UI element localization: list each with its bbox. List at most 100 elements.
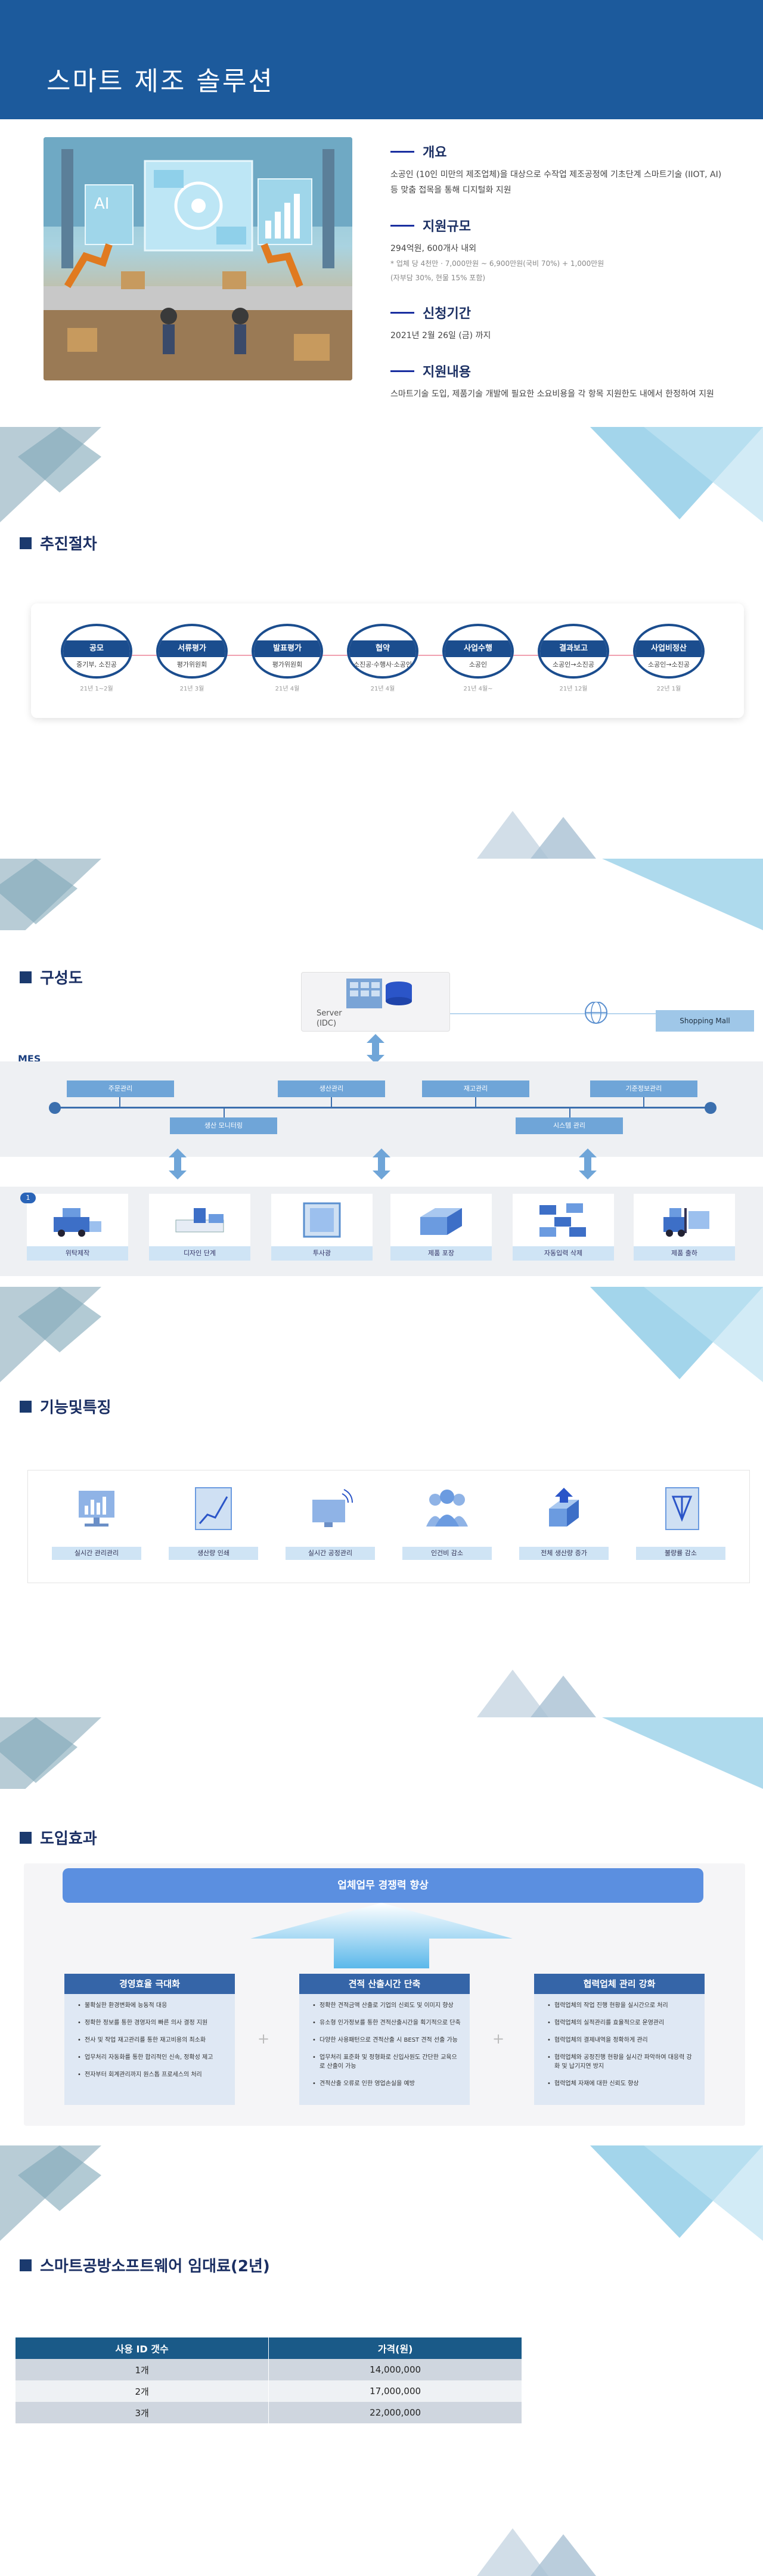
section-square-icon xyxy=(20,2259,32,2271)
scale-note-2: (자부담 30%, 현물 15% 포함) xyxy=(390,274,486,282)
section-square-icon xyxy=(20,1400,32,1413)
module-system: 시스템 관리 xyxy=(516,1117,623,1134)
decoration-triangles xyxy=(0,1287,763,1382)
section-square-icon xyxy=(20,971,32,983)
process-step-5: 사업수행 소공인 21년 4월~ xyxy=(442,624,514,692)
table-row: 1개 14,000,000 xyxy=(15,2359,522,2380)
shopping-mall-box: Shopping Mall xyxy=(656,1010,754,1032)
architecture-diagram: Server (IDC) Shopping Mall MES 주문관리 생산관리… xyxy=(0,972,763,1282)
decoration-triangles xyxy=(0,427,763,522)
effects-title: 도입효과 xyxy=(20,1826,97,1849)
bus-end-dot xyxy=(49,1102,61,1114)
forklift-icon xyxy=(663,1208,709,1237)
device-6: 제품 출하 xyxy=(634,1194,735,1261)
network-devices-icon xyxy=(539,1203,586,1237)
overview-block: 개요 소공인 (10인 미만의 제조업체)을 대상으로 수작업 제조공정에 기초… xyxy=(390,142,724,198)
effects-top-banner: 업체업무 경쟁력 향상 xyxy=(63,1868,703,1903)
overview-text: 소공인 (10인 미만의 제조업체)을 대상으로 수작업 제조공정에 기초단계 … xyxy=(390,170,722,195)
bus-end-dot xyxy=(705,1102,717,1114)
server-icon xyxy=(346,979,412,1008)
features-title: 기능및특징 xyxy=(20,1395,111,1417)
hero-header: 스마트 제조 솔루션 xyxy=(0,0,763,119)
feature-item: 생산량 인쇄 xyxy=(169,1485,258,1560)
module-monitoring: 생산 모니터링 xyxy=(170,1117,277,1134)
process-title: 추진절차 xyxy=(20,532,97,554)
feature-item: 실시간 공정관리 xyxy=(286,1485,375,1560)
content-block: 지원내용 스마트기술 도입, 제품기술 개발에 필요한 소요비용을 각 항목 지… xyxy=(390,361,724,402)
decoration-triangles xyxy=(0,2145,763,2241)
device-2: 디자인 단계 xyxy=(149,1194,250,1261)
decoration-triangles xyxy=(477,2528,596,2576)
module-order: 주문관리 xyxy=(67,1080,174,1097)
table-header: 가격(원) xyxy=(268,2337,522,2359)
device-1: 위탁제작 xyxy=(27,1194,128,1261)
monitor-chart-icon xyxy=(79,1491,114,1527)
mes-band xyxy=(0,1061,763,1157)
effects-panel: 업체업무 경쟁력 향상 경영효율 극대화 불확실한 환경변화에 능동적 대응 정… xyxy=(24,1863,745,2126)
server-label: Server xyxy=(317,1009,342,1018)
process-step-2: 서류평가 평가위원회 21년 3월 xyxy=(156,624,228,692)
double-arrow-icon xyxy=(169,1148,187,1179)
device-5: 자동입력 삭제 xyxy=(513,1194,614,1261)
wireless-monitor-icon xyxy=(312,1489,353,1527)
module-master-data: 기준정보관리 xyxy=(590,1080,697,1097)
line-chart-icon xyxy=(195,1487,232,1530)
delivery-machine-icon xyxy=(54,1208,101,1237)
cutting-machine-icon xyxy=(175,1208,224,1233)
period-label: 신청기간 xyxy=(390,303,724,322)
process-step-3: 발표평가 평가위원회 21년 4월 xyxy=(252,624,323,692)
effect-column-2: 견적 산출시간 단축 정확한 견적금액 산출로 기업의 신뢰도 및 이미지 향상… xyxy=(299,1974,470,2105)
module-production: 생산관리 xyxy=(278,1080,385,1097)
section-square-icon xyxy=(20,1831,32,1844)
plus-icon: + xyxy=(258,2030,270,2047)
server-box: Server (IDC) xyxy=(301,972,450,1032)
scale-block: 지원규모 294억원, 600개사 내외 * 업체 당 4천만 · 7,000만… xyxy=(390,216,724,285)
feature-item: 인건비 감소 xyxy=(402,1485,492,1560)
section-square-icon xyxy=(20,537,32,549)
architecture-title: 구성도 xyxy=(20,966,83,988)
step-badge: 1 xyxy=(20,1193,36,1203)
server-sub: (IDC) xyxy=(317,1019,337,1028)
feature-item: 실시간 관리관리 xyxy=(52,1485,141,1560)
content-text: 스마트기술 도입, 제품기술 개발에 필요한 소요비용을 각 항목 지원한도 내… xyxy=(390,389,714,399)
overview-label: 개요 xyxy=(390,142,724,161)
box-growth-icon xyxy=(549,1488,579,1527)
period-text: 2021년 2월 26일 (금) 까지 xyxy=(390,331,491,340)
double-arrow-icon xyxy=(373,1148,390,1179)
device-band: 위탁제작 디자인 단계 투사광 제품 포장 자동입력 삭제 제품 출하 xyxy=(0,1187,763,1276)
server-link xyxy=(450,1002,656,1024)
process-step-4: 협약 소진공·수행사·소공인 21년 4월 xyxy=(347,624,418,692)
decoration-triangles xyxy=(0,811,763,930)
module-inventory: 재고관리 xyxy=(422,1080,529,1097)
package-box-icon xyxy=(420,1208,462,1235)
intro-info: 개요 소공인 (10인 미만의 제조업체)을 대상으로 수작업 제조공정에 기초… xyxy=(390,142,724,420)
process-step-1: 공모 중기부, 소진공 21년 1~2월 xyxy=(61,624,132,692)
scale-label: 지원규모 xyxy=(390,216,724,235)
feature-item: 불량률 감소 xyxy=(636,1485,725,1560)
effect-column-3: 협력업체 관리 강화 협력업체의 작업 진행 현황을 실시간으로 처리 협력업체… xyxy=(534,1974,705,2105)
double-arrow-icon xyxy=(367,1034,384,1064)
content-label: 지원내용 xyxy=(390,361,724,380)
pricing-table: 사용 ID 갯수 가격(원) 1개 14,000,000 2개 17,000,0… xyxy=(15,2337,522,2423)
decoration-triangles xyxy=(0,1670,763,1789)
feature-item: 전체 생산량 증가 xyxy=(519,1485,609,1560)
features-panel: 실시간 관리관리 생산량 인쇄 실시간 공정관리 인건비 감소 전체 생산량 증… xyxy=(27,1470,750,1583)
decrease-icon xyxy=(665,1487,699,1530)
process-panel: 공모 중기부, 소진공 21년 1~2월 서류평가 평가위원회 21년 3월 발표평… xyxy=(31,603,744,718)
people-icon xyxy=(426,1490,468,1527)
pricing-title: 스마트공방소프트웨어 임대료(2년) xyxy=(20,2254,270,2276)
mes-bus-line xyxy=(55,1107,711,1109)
table-header: 사용 ID 갯수 xyxy=(15,2337,269,2359)
factory-illustration: AI xyxy=(44,137,352,380)
table-row: 3개 22,000,000 xyxy=(15,2402,522,2423)
process-step-7: 사업비정산 소공인→소진공 22년 1월 xyxy=(633,624,705,692)
plus-icon: + xyxy=(492,2030,505,2047)
process-step-6: 결과보고 소공인→소진공 21년 12월 xyxy=(538,624,609,692)
device-3: 투사광 xyxy=(271,1194,373,1261)
device-4: 제품 포장 xyxy=(390,1194,492,1261)
scale-note-1: * 업체 당 4천만 · 7,000만원 ~ 6,900만원(국비 70%) +… xyxy=(390,259,604,268)
frame-icon xyxy=(303,1202,341,1238)
double-arrow-icon xyxy=(579,1148,597,1179)
table-row: 2개 17,000,000 xyxy=(15,2380,522,2402)
